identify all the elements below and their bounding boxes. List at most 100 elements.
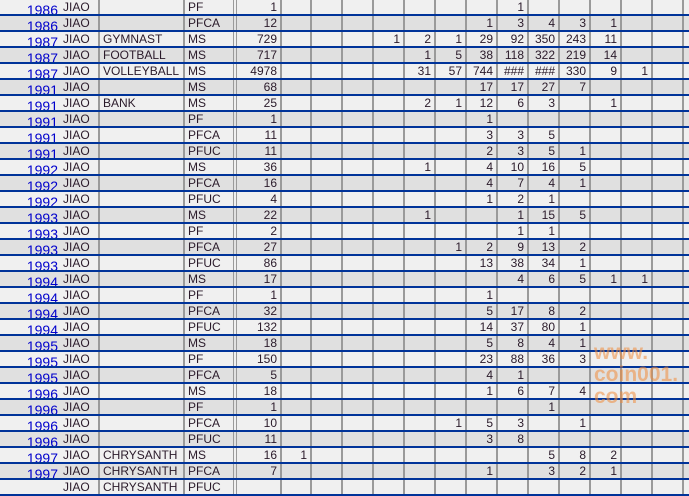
count-cell[interactable]: [312, 240, 343, 254]
type-cell[interactable]: PFCA: [185, 368, 237, 382]
name-cell[interactable]: [100, 352, 185, 366]
count-cell[interactable]: [374, 352, 405, 366]
count-cell[interactable]: [653, 192, 684, 206]
count-cell[interactable]: 219: [560, 48, 591, 62]
count-cell[interactable]: 92: [498, 32, 529, 46]
count-cell[interactable]: [312, 448, 343, 462]
count-cell[interactable]: [560, 368, 591, 382]
grid-edge[interactable]: [684, 272, 687, 286]
org-cell[interactable]: JIAO: [60, 336, 100, 350]
year-cell[interactable]: [0, 480, 60, 494]
count-cell[interactable]: [282, 176, 312, 190]
count-cell[interactable]: 5: [467, 336, 498, 350]
count-cell[interactable]: [374, 480, 405, 494]
count-cell[interactable]: 5: [467, 304, 498, 318]
count-cell[interactable]: [529, 432, 560, 446]
count-cell[interactable]: 1: [529, 192, 560, 206]
count-cell[interactable]: 5: [436, 48, 467, 62]
total-cell[interactable]: 11: [237, 144, 282, 158]
count-cell[interactable]: [653, 96, 684, 110]
count-cell[interactable]: 1: [467, 288, 498, 302]
year-cell[interactable]: 1991: [26, 98, 58, 110]
count-cell[interactable]: [653, 272, 684, 286]
count-cell[interactable]: 1: [498, 224, 529, 238]
count-cell[interactable]: [282, 352, 312, 366]
count-cell[interactable]: 2: [405, 32, 436, 46]
count-cell[interactable]: 1: [622, 272, 653, 286]
name-cell[interactable]: [100, 128, 185, 142]
count-cell[interactable]: 4: [560, 384, 591, 398]
count-cell[interactable]: [282, 464, 312, 478]
count-cell[interactable]: [436, 336, 467, 350]
count-cell[interactable]: [622, 368, 653, 382]
count-cell[interactable]: [591, 160, 622, 174]
type-cell[interactable]: MS: [185, 448, 237, 462]
count-cell[interactable]: 1: [498, 368, 529, 382]
count-cell[interactable]: [653, 48, 684, 62]
count-cell[interactable]: 744: [467, 64, 498, 78]
count-cell[interactable]: 17: [467, 80, 498, 94]
grid-edge[interactable]: [684, 464, 687, 478]
count-cell[interactable]: [591, 336, 622, 350]
count-cell[interactable]: 3: [529, 464, 560, 478]
count-cell[interactable]: [312, 416, 343, 430]
count-cell[interactable]: 1: [467, 16, 498, 30]
type-cell[interactable]: PFUC: [185, 432, 237, 446]
count-cell[interactable]: [591, 288, 622, 302]
count-cell[interactable]: [282, 256, 312, 270]
name-cell[interactable]: GYMNAST: [100, 32, 185, 46]
count-cell[interactable]: 1: [560, 336, 591, 350]
count-cell[interactable]: 29: [467, 32, 498, 46]
count-cell[interactable]: [282, 208, 312, 222]
year-cell[interactable]: 1991: [26, 146, 58, 158]
count-cell[interactable]: [622, 400, 653, 414]
count-cell[interactable]: 14: [467, 320, 498, 334]
count-cell[interactable]: [343, 480, 374, 494]
org-cell[interactable]: JIAO: [60, 80, 100, 94]
count-cell[interactable]: [653, 400, 684, 414]
count-cell[interactable]: [374, 208, 405, 222]
count-cell[interactable]: [653, 64, 684, 78]
count-cell[interactable]: [282, 304, 312, 318]
grid-edge[interactable]: [684, 192, 687, 206]
year-cell[interactable]: 1993: [26, 242, 58, 254]
name-cell[interactable]: [100, 416, 185, 430]
count-cell[interactable]: 2: [560, 304, 591, 318]
type-cell[interactable]: PFCA: [185, 416, 237, 430]
count-cell[interactable]: [591, 192, 622, 206]
count-cell[interactable]: [436, 192, 467, 206]
year-cell[interactable]: 1994: [26, 274, 58, 286]
type-cell[interactable]: PF: [185, 352, 237, 366]
count-cell[interactable]: [653, 432, 684, 446]
count-cell[interactable]: [653, 320, 684, 334]
type-cell[interactable]: MS: [185, 80, 237, 94]
count-cell[interactable]: [374, 16, 405, 30]
count-cell[interactable]: [591, 304, 622, 318]
count-cell[interactable]: [405, 112, 436, 126]
year-cell[interactable]: 1992: [26, 162, 58, 174]
count-cell[interactable]: 6: [529, 272, 560, 286]
org-cell[interactable]: JIAO: [60, 352, 100, 366]
type-cell[interactable]: PFCA: [185, 304, 237, 318]
total-cell[interactable]: 17: [237, 272, 282, 286]
type-cell[interactable]: PFCA: [185, 16, 237, 30]
count-cell[interactable]: 1: [498, 208, 529, 222]
year-cell[interactable]: 1997: [26, 450, 58, 462]
count-cell[interactable]: [498, 288, 529, 302]
type-cell[interactable]: PFUC: [185, 192, 237, 206]
grid-edge[interactable]: [684, 480, 687, 494]
count-cell[interactable]: [312, 384, 343, 398]
count-cell[interactable]: [374, 272, 405, 286]
name-cell[interactable]: VOLLEYBALL: [100, 64, 185, 78]
name-cell[interactable]: [100, 176, 185, 190]
name-cell[interactable]: [100, 368, 185, 382]
count-cell[interactable]: [374, 96, 405, 110]
count-cell[interactable]: [282, 368, 312, 382]
count-cell[interactable]: [622, 224, 653, 238]
count-cell[interactable]: [343, 336, 374, 350]
grid-edge[interactable]: [684, 368, 687, 382]
count-cell[interactable]: 3: [467, 432, 498, 446]
year-cell[interactable]: 1993: [26, 226, 58, 238]
year-cell[interactable]: 1986: [26, 18, 58, 30]
count-cell[interactable]: 1: [529, 224, 560, 238]
